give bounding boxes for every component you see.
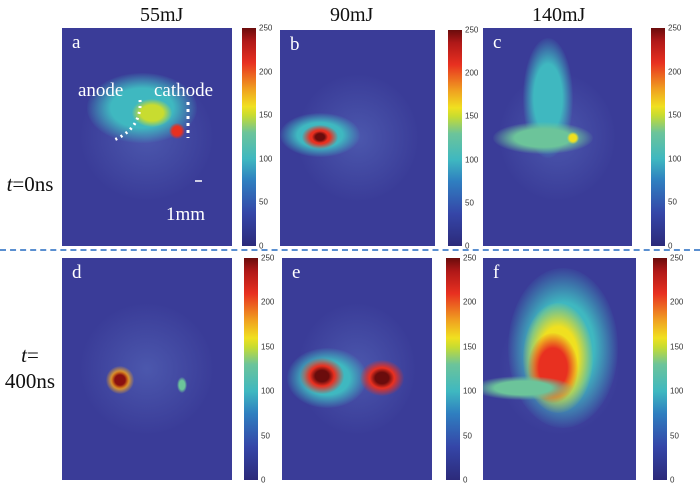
colorbar-tick: 250: [463, 253, 477, 263]
colorbar-tick: 50: [259, 197, 268, 207]
image-panel-a: a anode cathode 1mm: [62, 28, 232, 246]
intensity-spot: [483, 376, 573, 400]
colorbar: 0 50 100 150 200 250: [242, 24, 272, 251]
intensity-spot: [111, 371, 129, 389]
colorbar-tick: 150: [259, 110, 273, 120]
colorbar-tick: 150: [465, 111, 479, 121]
colorbar-tick: 200: [465, 68, 479, 78]
column-header: 55mJ: [140, 4, 184, 26]
colorbar-tick: 0: [465, 241, 470, 251]
panel-label: a: [72, 32, 81, 53]
colorbar-tick: 100: [261, 386, 275, 396]
panel-label: b: [290, 34, 300, 55]
t-symbol: t: [6, 172, 13, 196]
image-panel-d: d: [62, 258, 232, 480]
intensity-spot: [312, 131, 328, 143]
colorbar-tick: 250: [670, 253, 684, 263]
colorbar-tick: 200: [261, 297, 275, 307]
colorbar-tick: 250: [465, 25, 479, 35]
image-panel-c: c: [483, 28, 632, 246]
row-divider: [0, 249, 700, 251]
colorbar-tick: 200: [463, 297, 477, 307]
colorbar-tick: 100: [670, 386, 684, 396]
colorbar-tick: 100: [463, 386, 477, 396]
colorbar-tick: 150: [463, 342, 477, 352]
row-header-t0: t=0ns: [0, 172, 60, 197]
cathode-label: cathode: [154, 80, 214, 101]
anode-outline: [113, 99, 142, 142]
colorbar: 0 50 100 150 200 250: [653, 254, 683, 485]
colorbar-tick: 0: [670, 475, 675, 485]
row-label: =0ns: [12, 172, 54, 196]
colorbar-tick: 50: [465, 198, 474, 208]
colorbar-tick: 0: [668, 241, 673, 251]
colorbar: 0 50 100 150 200 250: [446, 254, 476, 485]
image-panel-f: f: [483, 258, 636, 480]
colorbar-tick: 200: [259, 67, 273, 77]
intensity-spot: [310, 366, 334, 386]
scale-bar-label: 1mm: [166, 204, 206, 225]
panel-label: d: [72, 262, 82, 283]
colorbar-tick: 100: [668, 154, 682, 164]
colorbar-tick: 250: [261, 253, 275, 263]
colorbar-tick: 150: [668, 110, 682, 120]
colorbar-tick: 150: [670, 342, 684, 352]
colorbar-tick: 100: [465, 155, 479, 165]
column-header: 90mJ: [330, 4, 374, 26]
colorbar-tick: 0: [259, 241, 264, 251]
colorbar-tick: 0: [463, 475, 468, 485]
intensity-spot: [177, 377, 187, 393]
image-panel-b: b: [280, 30, 435, 246]
colorbar-tick: 50: [670, 431, 679, 441]
colorbar-tick: 50: [463, 431, 472, 441]
panel-label: e: [292, 262, 301, 283]
background-glow: [79, 302, 215, 436]
intensity-spot: [567, 132, 579, 144]
panel-label: f: [493, 262, 500, 283]
colorbar-tick: 100: [259, 154, 273, 164]
intensity-spot: [169, 123, 185, 139]
colorbar-tick: 200: [668, 67, 682, 77]
colorbar-tick: 250: [259, 23, 273, 33]
t-symbol: t: [21, 343, 27, 367]
colorbar-tick: 0: [261, 475, 266, 485]
colorbar-tick: 150: [261, 342, 275, 352]
column-header: 140mJ: [532, 4, 586, 26]
colorbar: 0 50 100 150 200 250: [244, 254, 274, 485]
colorbar: 0 50 100 150 200 250: [448, 26, 478, 251]
panel-label: c: [493, 32, 502, 53]
colorbar-tick: 250: [668, 23, 682, 33]
row-header-t400: t= 400ns: [0, 342, 60, 394]
colorbar-tick: 50: [668, 197, 677, 207]
colorbar: 0 50 100 150 200 250: [651, 24, 681, 251]
anode-label: anode: [78, 80, 124, 101]
row-label: =: [27, 343, 39, 367]
colorbar-tick: 200: [670, 297, 684, 307]
intensity-spot: [370, 368, 394, 388]
image-panel-e: e: [282, 258, 432, 480]
row-label-line2: 400ns: [4, 369, 56, 393]
colorbar-tick: 50: [261, 431, 270, 441]
